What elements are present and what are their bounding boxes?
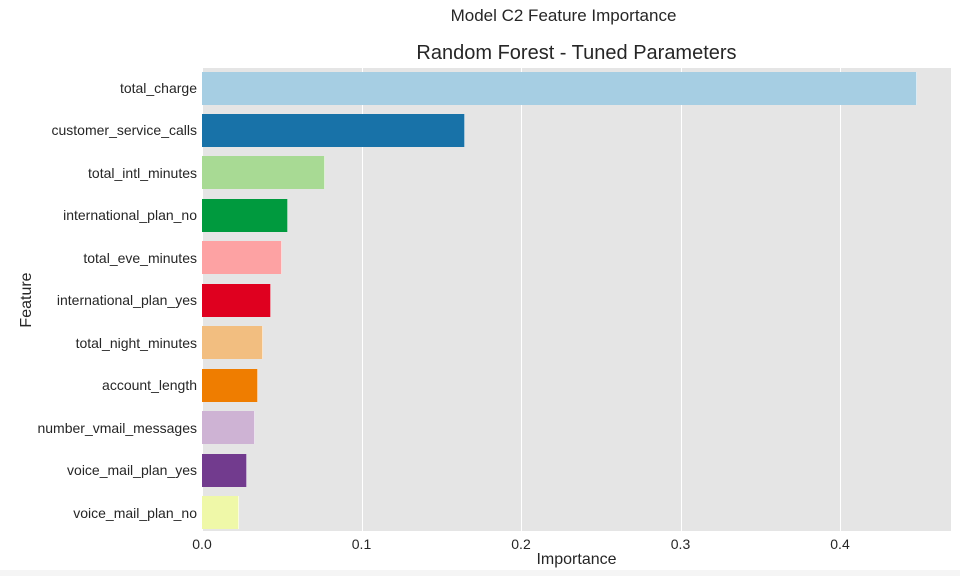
bar-number-vmail-messages [202,411,255,445]
x-tick-label: 0.1 [351,536,372,552]
bar-international-plan-no [202,198,289,232]
x-tick-label: 0.0 [192,536,212,552]
bar-total-eve-minutes [202,241,282,275]
bar-total-charge [202,71,917,105]
x-axis-label: Importance [536,551,617,568]
x-tick-label: 0.2 [511,536,531,552]
bar-total-night-minutes [202,326,263,360]
y-tick-label: total_night_minutes [75,334,197,351]
gridline [521,68,522,531]
bar-customer-service-calls [202,113,466,147]
y-axis-label: Feature [18,272,35,328]
bar-international-plan-yes [202,283,271,317]
y-tick-label: voice_mail_plan_no [73,504,197,521]
bar-voice-mail-plan-no [202,496,239,529]
y-tick-label: account_length [102,377,197,394]
gridline [840,68,841,531]
y-tick-label: total_intl_minutes [88,164,197,181]
y-tick-label: customer_service_calls [51,122,198,139]
y-tick-label: total_eve_minutes [83,249,197,266]
bar-total-intl-minutes [202,156,325,190]
gridline [361,68,363,531]
y-tick-label: international_plan_yes [56,292,197,309]
y-tick-label: total_charge [119,80,197,96]
y-tick-label: voice_mail_plan_yes [67,462,197,479]
y-tick-label: number_vmail_messages [37,419,197,436]
bar-account-length [202,368,258,402]
footer-strip [0,570,960,576]
bar-voice-mail-plan-yes [202,453,247,487]
chart-suptitle: Model C2 Feature Importance [450,6,677,25]
x-tick-label: 0.4 [830,536,850,552]
gridline [680,68,682,531]
plot-area [202,68,951,531]
chart-title: Random Forest - Tuned Parameters [416,42,737,64]
y-tick-label: international_plan_no [63,207,197,224]
x-tick-label: 0.3 [670,536,691,552]
